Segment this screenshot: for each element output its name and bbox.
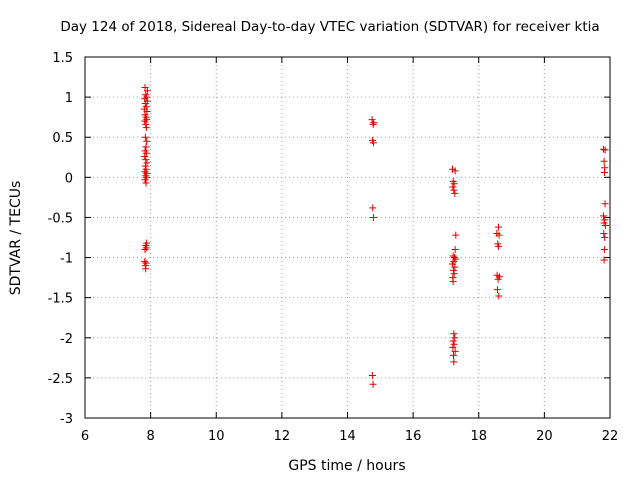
y-tick-label: -0.5 — [48, 211, 73, 226]
y-tick-label: 1 — [65, 91, 73, 106]
data-point — [142, 244, 150, 252]
data-point — [601, 200, 609, 208]
data-point — [141, 100, 149, 108]
data-point — [450, 186, 458, 194]
data-point — [141, 246, 149, 254]
data-point — [142, 156, 150, 164]
grid — [85, 57, 610, 418]
data-point — [369, 120, 377, 128]
data-point — [143, 159, 151, 167]
axis-ticks — [84, 56, 611, 419]
y-tick-label: -2.5 — [48, 372, 73, 387]
data-point — [370, 119, 378, 127]
y-tick-labels: -3 -2.5 -2 -1.5 -1 -0.5 0 0.5 1 1.5 — [48, 51, 73, 427]
data-point — [142, 143, 150, 151]
data-point — [449, 343, 457, 351]
data-point — [369, 139, 377, 147]
x-tick-labels: 6 8 10 12 14 16 18 20 22 — [81, 429, 618, 444]
data-point — [141, 133, 149, 141]
data-point — [494, 223, 502, 231]
data-point — [449, 351, 457, 359]
data-point — [449, 183, 457, 191]
y-tick-label: -1.5 — [48, 292, 73, 307]
chart-title: Day 124 of 2018, Sidereal Day-to-day VTE… — [60, 19, 599, 35]
data-point — [449, 266, 457, 274]
x-tick-label: 22 — [602, 429, 619, 444]
data-point — [142, 179, 150, 187]
data-point — [449, 337, 457, 345]
data-point — [600, 229, 608, 237]
data-point — [368, 116, 376, 124]
x-tick-label: 16 — [405, 429, 422, 444]
data-point — [451, 189, 459, 197]
x-tick-label: 12 — [274, 429, 291, 444]
data-point — [451, 246, 459, 254]
data-point — [369, 204, 377, 212]
data-point — [451, 334, 459, 342]
data-point — [451, 167, 459, 175]
data-point — [449, 278, 457, 286]
data-point — [600, 157, 608, 165]
data-point — [495, 292, 503, 300]
x-tick-label: 18 — [470, 429, 487, 444]
data-point — [450, 254, 458, 262]
data-point — [450, 330, 458, 338]
data-point — [451, 347, 459, 355]
data-point — [450, 180, 458, 188]
data-point — [494, 242, 502, 250]
data-point — [601, 216, 609, 224]
x-axis-label: GPS time / hours — [288, 458, 405, 474]
data-point — [451, 263, 459, 271]
data-point — [452, 231, 460, 239]
x-tick-label: 6 — [81, 429, 89, 444]
data-point — [600, 246, 608, 254]
data-point — [143, 137, 151, 145]
data-point — [601, 146, 609, 154]
data-point — [141, 152, 149, 160]
data-point — [450, 270, 458, 278]
data-point — [142, 265, 150, 273]
data-point — [369, 380, 377, 388]
y-tick-label: -1 — [60, 252, 73, 267]
data-point — [369, 213, 377, 221]
data-point — [494, 275, 502, 283]
data-point — [600, 256, 608, 264]
data-point — [142, 172, 150, 180]
data-point — [368, 371, 376, 379]
data-point — [599, 145, 607, 153]
data-point — [143, 87, 151, 95]
y-tick-label: 1.5 — [52, 51, 73, 66]
data-point — [601, 234, 609, 241]
data-point — [495, 231, 503, 239]
data-points — [140, 83, 609, 388]
x-tick-label: 10 — [208, 429, 225, 444]
x-tick-label: 8 — [146, 429, 154, 444]
x-tick-label: 14 — [339, 429, 356, 444]
data-point — [142, 149, 150, 157]
y-axis-label: SDTVAR / TECUs — [8, 181, 24, 296]
data-point — [450, 358, 458, 366]
y-tick-label: -2 — [60, 332, 73, 347]
data-point — [141, 176, 149, 184]
y-tick-label: 0 — [65, 171, 73, 186]
data-point — [600, 169, 608, 177]
data-point — [142, 124, 150, 132]
data-point — [493, 286, 501, 294]
data-point — [599, 212, 607, 220]
data-point — [141, 258, 149, 266]
data-point — [141, 117, 149, 125]
x-tick-label: 20 — [536, 429, 553, 444]
data-point — [601, 221, 609, 229]
data-point — [450, 340, 458, 348]
y-tick-label: -3 — [60, 412, 73, 427]
data-point — [142, 120, 150, 128]
y-tick-label: 0.5 — [52, 131, 73, 146]
data-point — [141, 162, 149, 170]
